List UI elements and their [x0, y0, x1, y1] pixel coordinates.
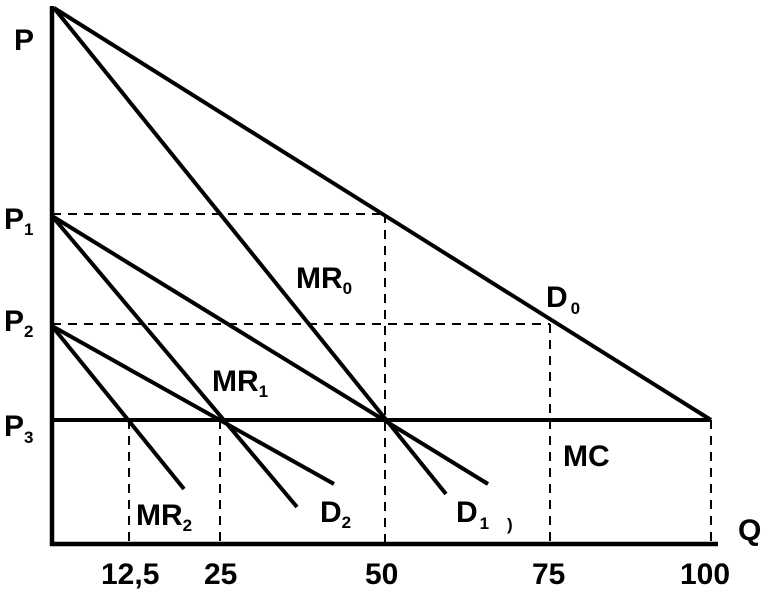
tick-25: 25 — [204, 558, 237, 591]
mc-label: MC — [563, 440, 610, 473]
marginal-revenue-curve-mr2 — [50, 324, 186, 491]
y-axis-label: P — [14, 24, 34, 57]
mr2-label: MR2 — [136, 499, 192, 535]
mr1-label: MR1 — [212, 365, 268, 401]
tick-75: 75 — [532, 558, 565, 591]
demand-curve-d2 — [51, 324, 335, 486]
d2-label: D2 — [320, 496, 351, 532]
p1-label: P1 — [4, 203, 33, 239]
d1-mark: ) — [507, 515, 513, 534]
p2-label: P2 — [4, 305, 33, 341]
marginal-revenue-curve-mr1 — [50, 214, 299, 509]
tick-100: 100 — [680, 558, 730, 591]
x-axis-label: Q — [738, 514, 761, 547]
mr0-label: MR0 — [296, 262, 352, 298]
demand-curve-d1 — [50, 214, 490, 486]
demand-curve-d0 — [52, 6, 713, 422]
p3-label: P3 — [4, 410, 33, 447]
tick-50: 50 — [365, 558, 398, 591]
marginal-revenue-curve-mr0 — [52, 6, 448, 496]
tick-12-5: 12,5 — [101, 558, 159, 591]
